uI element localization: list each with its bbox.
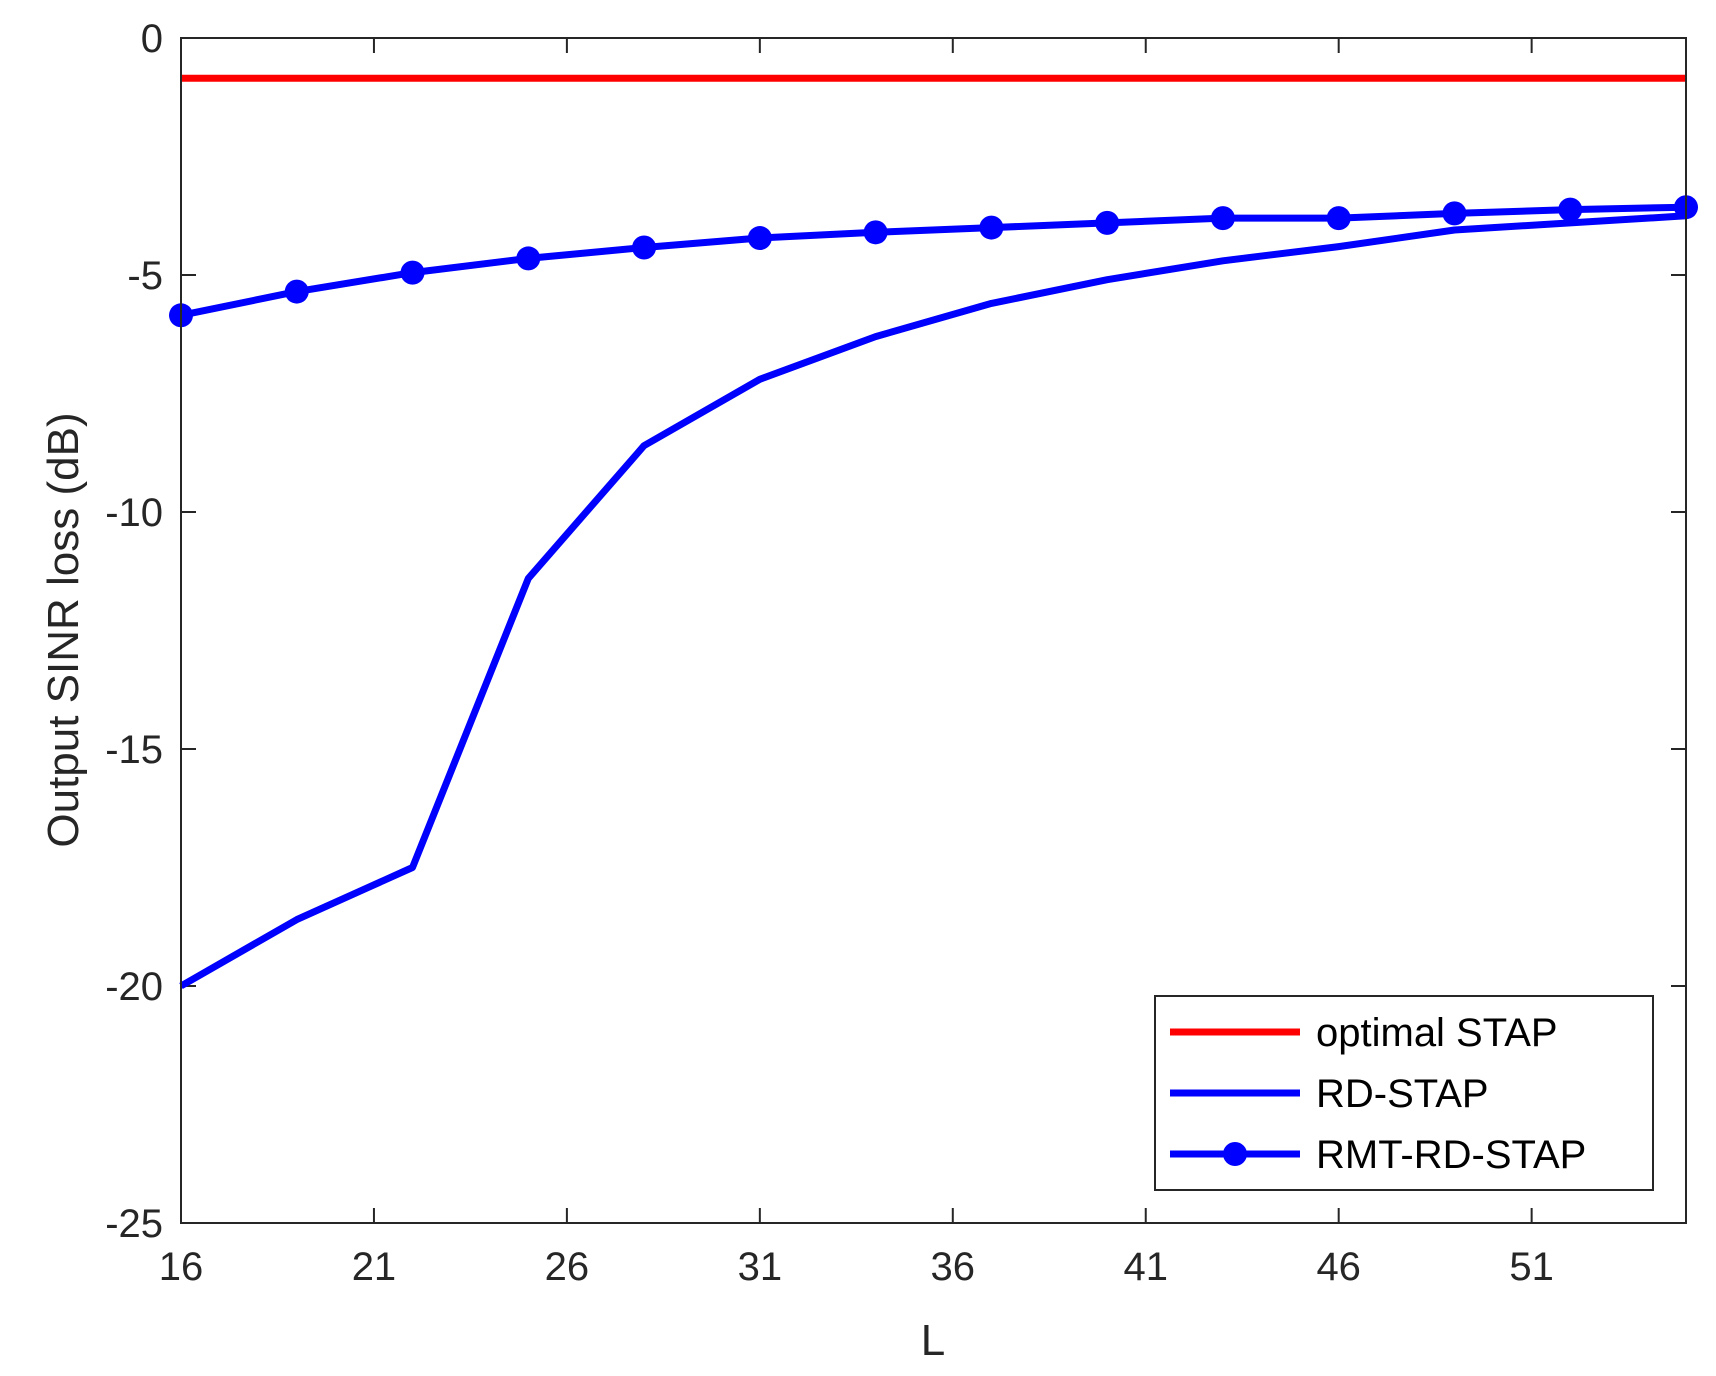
legend-label-rd-stap: RD-STAP — [1316, 1072, 1489, 1116]
data-point-rmt-rd-stap — [400, 260, 425, 285]
y-tick-label: -25 — [105, 1202, 163, 1246]
y-tick-label: -20 — [105, 965, 163, 1009]
y-tick-label: -5 — [127, 254, 163, 298]
x-tick-label: 31 — [738, 1245, 783, 1289]
series-layer — [169, 74, 1698, 990]
data-point-rmt-rd-stap — [632, 235, 657, 260]
y-tick-label: -15 — [105, 728, 163, 772]
x-tick-label: 41 — [1123, 1245, 1168, 1289]
data-point-rmt-rd-stap — [516, 246, 541, 271]
data-point-rmt-rd-stap — [1210, 206, 1235, 231]
series-line-rmt-rd-stap — [180, 203, 1687, 319]
y-tick-label: 0 — [141, 17, 163, 61]
x-tick-label: 51 — [1509, 1245, 1554, 1289]
legend-label-rmt-rd-stap: RMT-RD-STAP — [1316, 1133, 1586, 1177]
y-tick-label: -10 — [105, 491, 163, 535]
x-tick-label: 36 — [931, 1245, 976, 1289]
x-tick-label: 16 — [159, 1245, 204, 1289]
data-point-rmt-rd-stap — [979, 215, 1004, 240]
x-axis-label: L — [921, 1316, 945, 1365]
axis-ticks — [180, 37, 1686, 1224]
y-axis-label: Output SINR loss (dB) — [39, 412, 88, 847]
data-point-rmt-rd-stap — [1326, 206, 1351, 231]
plot-frame — [180, 37, 1687, 1224]
x-tick-label: 26 — [545, 1245, 590, 1289]
data-point-rmt-rd-stap — [747, 226, 772, 251]
x-tick-label: 21 — [352, 1245, 397, 1289]
x-tick-label: 46 — [1316, 1245, 1361, 1289]
data-point-rmt-rd-stap — [284, 279, 309, 304]
series-line-rd-stap — [179, 212, 1687, 990]
data-point-rmt-rd-stap — [863, 220, 888, 245]
legend: optimal STAP RD-STAP RMT-RD-STAP — [1154, 995, 1654, 1191]
data-point-rmt-rd-stap — [1442, 201, 1467, 226]
data-point-rmt-rd-stap — [1558, 197, 1583, 222]
data-point-rmt-rd-stap — [1095, 210, 1120, 235]
tick-labels: 16 21 26 31 36 41 46 51 0 -5 -10 -15 -20 -25 — [105, 17, 1554, 1289]
legend-label-optimal-stap: optimal STAP — [1316, 1011, 1558, 1055]
legend-marker-rmt-rd-stap — [1223, 1142, 1247, 1166]
